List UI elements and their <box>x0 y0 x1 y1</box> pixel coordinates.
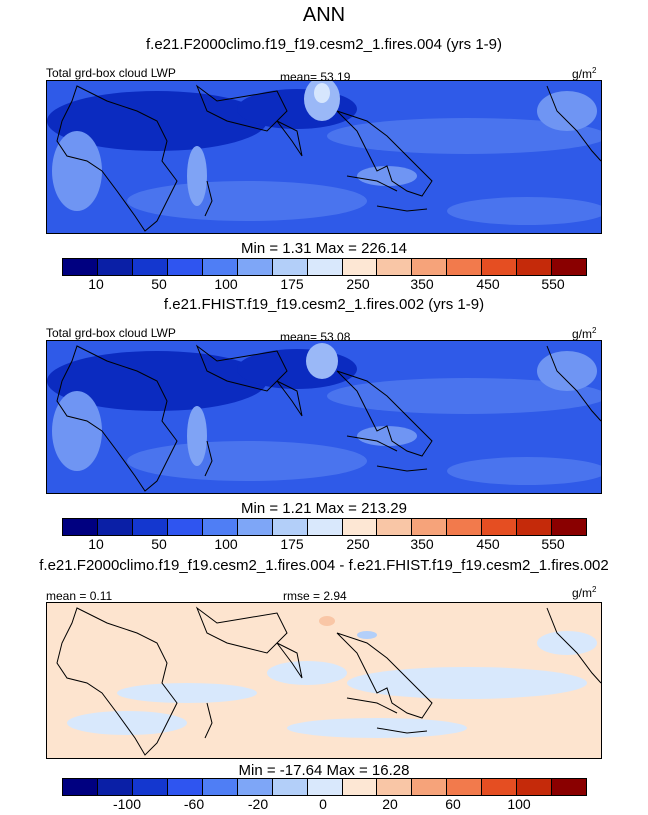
colorbar-swatch <box>412 779 448 795</box>
colorbar-swatch <box>377 779 413 795</box>
panel-2-map-svg <box>47 341 601 493</box>
colorbar-swatch <box>272 259 308 275</box>
colorbar-swatch <box>482 259 518 275</box>
panel-2-colorbar <box>62 518 587 536</box>
colorbar-swatch <box>132 779 168 795</box>
colorbar-swatch <box>307 519 343 535</box>
panel-2-map <box>46 340 602 494</box>
colorbar-swatch <box>552 259 587 275</box>
colorbar-swatch <box>237 259 273 275</box>
panel-2-variable-label: Total grd-box cloud LWP <box>46 326 176 340</box>
colorbar-swatch <box>272 519 308 535</box>
panel-1-tick: 100 <box>214 276 238 292</box>
colorbar-swatch <box>63 519 98 535</box>
panel-3-rmse-label: rmse = 2.94 <box>283 589 347 603</box>
colorbar-swatch <box>167 519 203 535</box>
colorbar-swatch <box>447 779 483 795</box>
panel-3-map-svg <box>47 603 601 758</box>
panel-1-tick: 10 <box>88 276 104 292</box>
panel-1-variable-label: Total grd-box cloud LWP <box>46 66 176 80</box>
colorbar-swatch <box>202 779 238 795</box>
panel-3-colorbar <box>62 778 587 796</box>
panel-1-colorbar <box>62 258 587 276</box>
colorbar-swatch <box>412 519 448 535</box>
panel-1-units: g/m2 <box>572 66 597 81</box>
colorbar-swatch <box>132 519 168 535</box>
colorbar-swatch <box>377 259 413 275</box>
colorbar-swatch <box>307 779 343 795</box>
panel-1-tick: 175 <box>280 276 304 292</box>
panel-3-minmax: Min = -17.64 Max = 16.28 <box>238 762 410 779</box>
panel-1-tick: 550 <box>541 276 565 292</box>
panel-1-minmax: Min = 1.31 Max = 226.14 <box>241 240 407 257</box>
colorbar-swatch <box>63 779 98 795</box>
panel-2-title: f.e21.FHIST.f19_f19.cesm2_1.fires.002 (y… <box>163 296 485 313</box>
colorbar-swatch <box>307 259 343 275</box>
colorbar-swatch <box>377 519 413 535</box>
panel-2-tick: 450 <box>476 536 500 552</box>
panel-3-units: g/m2 <box>572 585 597 600</box>
colorbar-swatch <box>482 779 518 795</box>
panel-1-tick: 250 <box>346 276 370 292</box>
panel-2-minmax: Min = 1.21 Max = 213.29 <box>241 500 407 517</box>
colorbar-swatch <box>342 779 378 795</box>
colorbar-swatch <box>167 259 203 275</box>
colorbar-swatch <box>237 779 273 795</box>
colorbar-swatch <box>132 259 168 275</box>
panel-2-tick: 100 <box>214 536 238 552</box>
panel-1-colorbar-ticks: 10 50 100 175 250 350 450 550 <box>0 276 648 294</box>
colorbar-swatch <box>412 259 448 275</box>
colorbar-swatch <box>552 779 587 795</box>
panel-2-tick: 350 <box>410 536 434 552</box>
colorbar-swatch <box>447 519 483 535</box>
panel-2-units: g/m2 <box>572 326 597 341</box>
panel-3-map <box>46 602 602 759</box>
panel-2-tick: 250 <box>346 536 370 552</box>
colorbar-swatch <box>517 779 553 795</box>
colorbar-swatch <box>272 779 308 795</box>
panel-1-map <box>46 80 602 234</box>
colorbar-swatch <box>63 259 98 275</box>
panel-3-tick: -20 <box>247 796 269 812</box>
colorbar-swatch <box>167 779 203 795</box>
panel-1-tick: 350 <box>410 276 434 292</box>
panel-1-title: f.e21.F2000climo.f19_f19.cesm2_1.fires.0… <box>145 36 502 53</box>
colorbar-swatch <box>97 259 133 275</box>
panel-3-tick: 20 <box>382 796 398 812</box>
panel-3-tick: -60 <box>183 796 205 812</box>
page-title: ANN <box>302 4 346 26</box>
panel-3-tick: 0 <box>319 796 327 812</box>
colorbar-swatch <box>517 519 553 535</box>
colorbar-swatch <box>97 779 133 795</box>
panel-1-map-svg <box>47 81 601 233</box>
panel-2-colorbar-ticks: 10 50 100 175 250 350 450 550 <box>0 536 648 554</box>
colorbar-swatch <box>517 259 553 275</box>
colorbar-swatch <box>552 519 587 535</box>
colorbar-swatch <box>482 519 518 535</box>
colorbar-swatch <box>97 519 133 535</box>
panel-3-colorbar-ticks: -100 -60 -20 0 20 60 100 <box>0 796 648 814</box>
panel-3-tick: -100 <box>112 796 142 812</box>
colorbar-swatch <box>237 519 273 535</box>
panel-2-tick: 10 <box>88 536 104 552</box>
panel-2-tick: 175 <box>280 536 304 552</box>
colorbar-swatch <box>202 259 238 275</box>
panel-3-title: f.e21.F2000climo.f19_f19.cesm2_1.fires.0… <box>39 557 609 574</box>
panel-2-tick: 550 <box>541 536 565 552</box>
panel-1-tick: 450 <box>476 276 500 292</box>
panel-3-tick: 60 <box>445 796 461 812</box>
panel-1-tick: 50 <box>151 276 167 292</box>
panel-3-mean-label: mean = 0.11 <box>46 589 113 603</box>
colorbar-swatch <box>447 259 483 275</box>
panel-2-tick: 50 <box>151 536 167 552</box>
colorbar-swatch <box>342 519 378 535</box>
colorbar-swatch <box>342 259 378 275</box>
colorbar-swatch <box>202 519 238 535</box>
panel-3-tick: 100 <box>507 796 531 812</box>
